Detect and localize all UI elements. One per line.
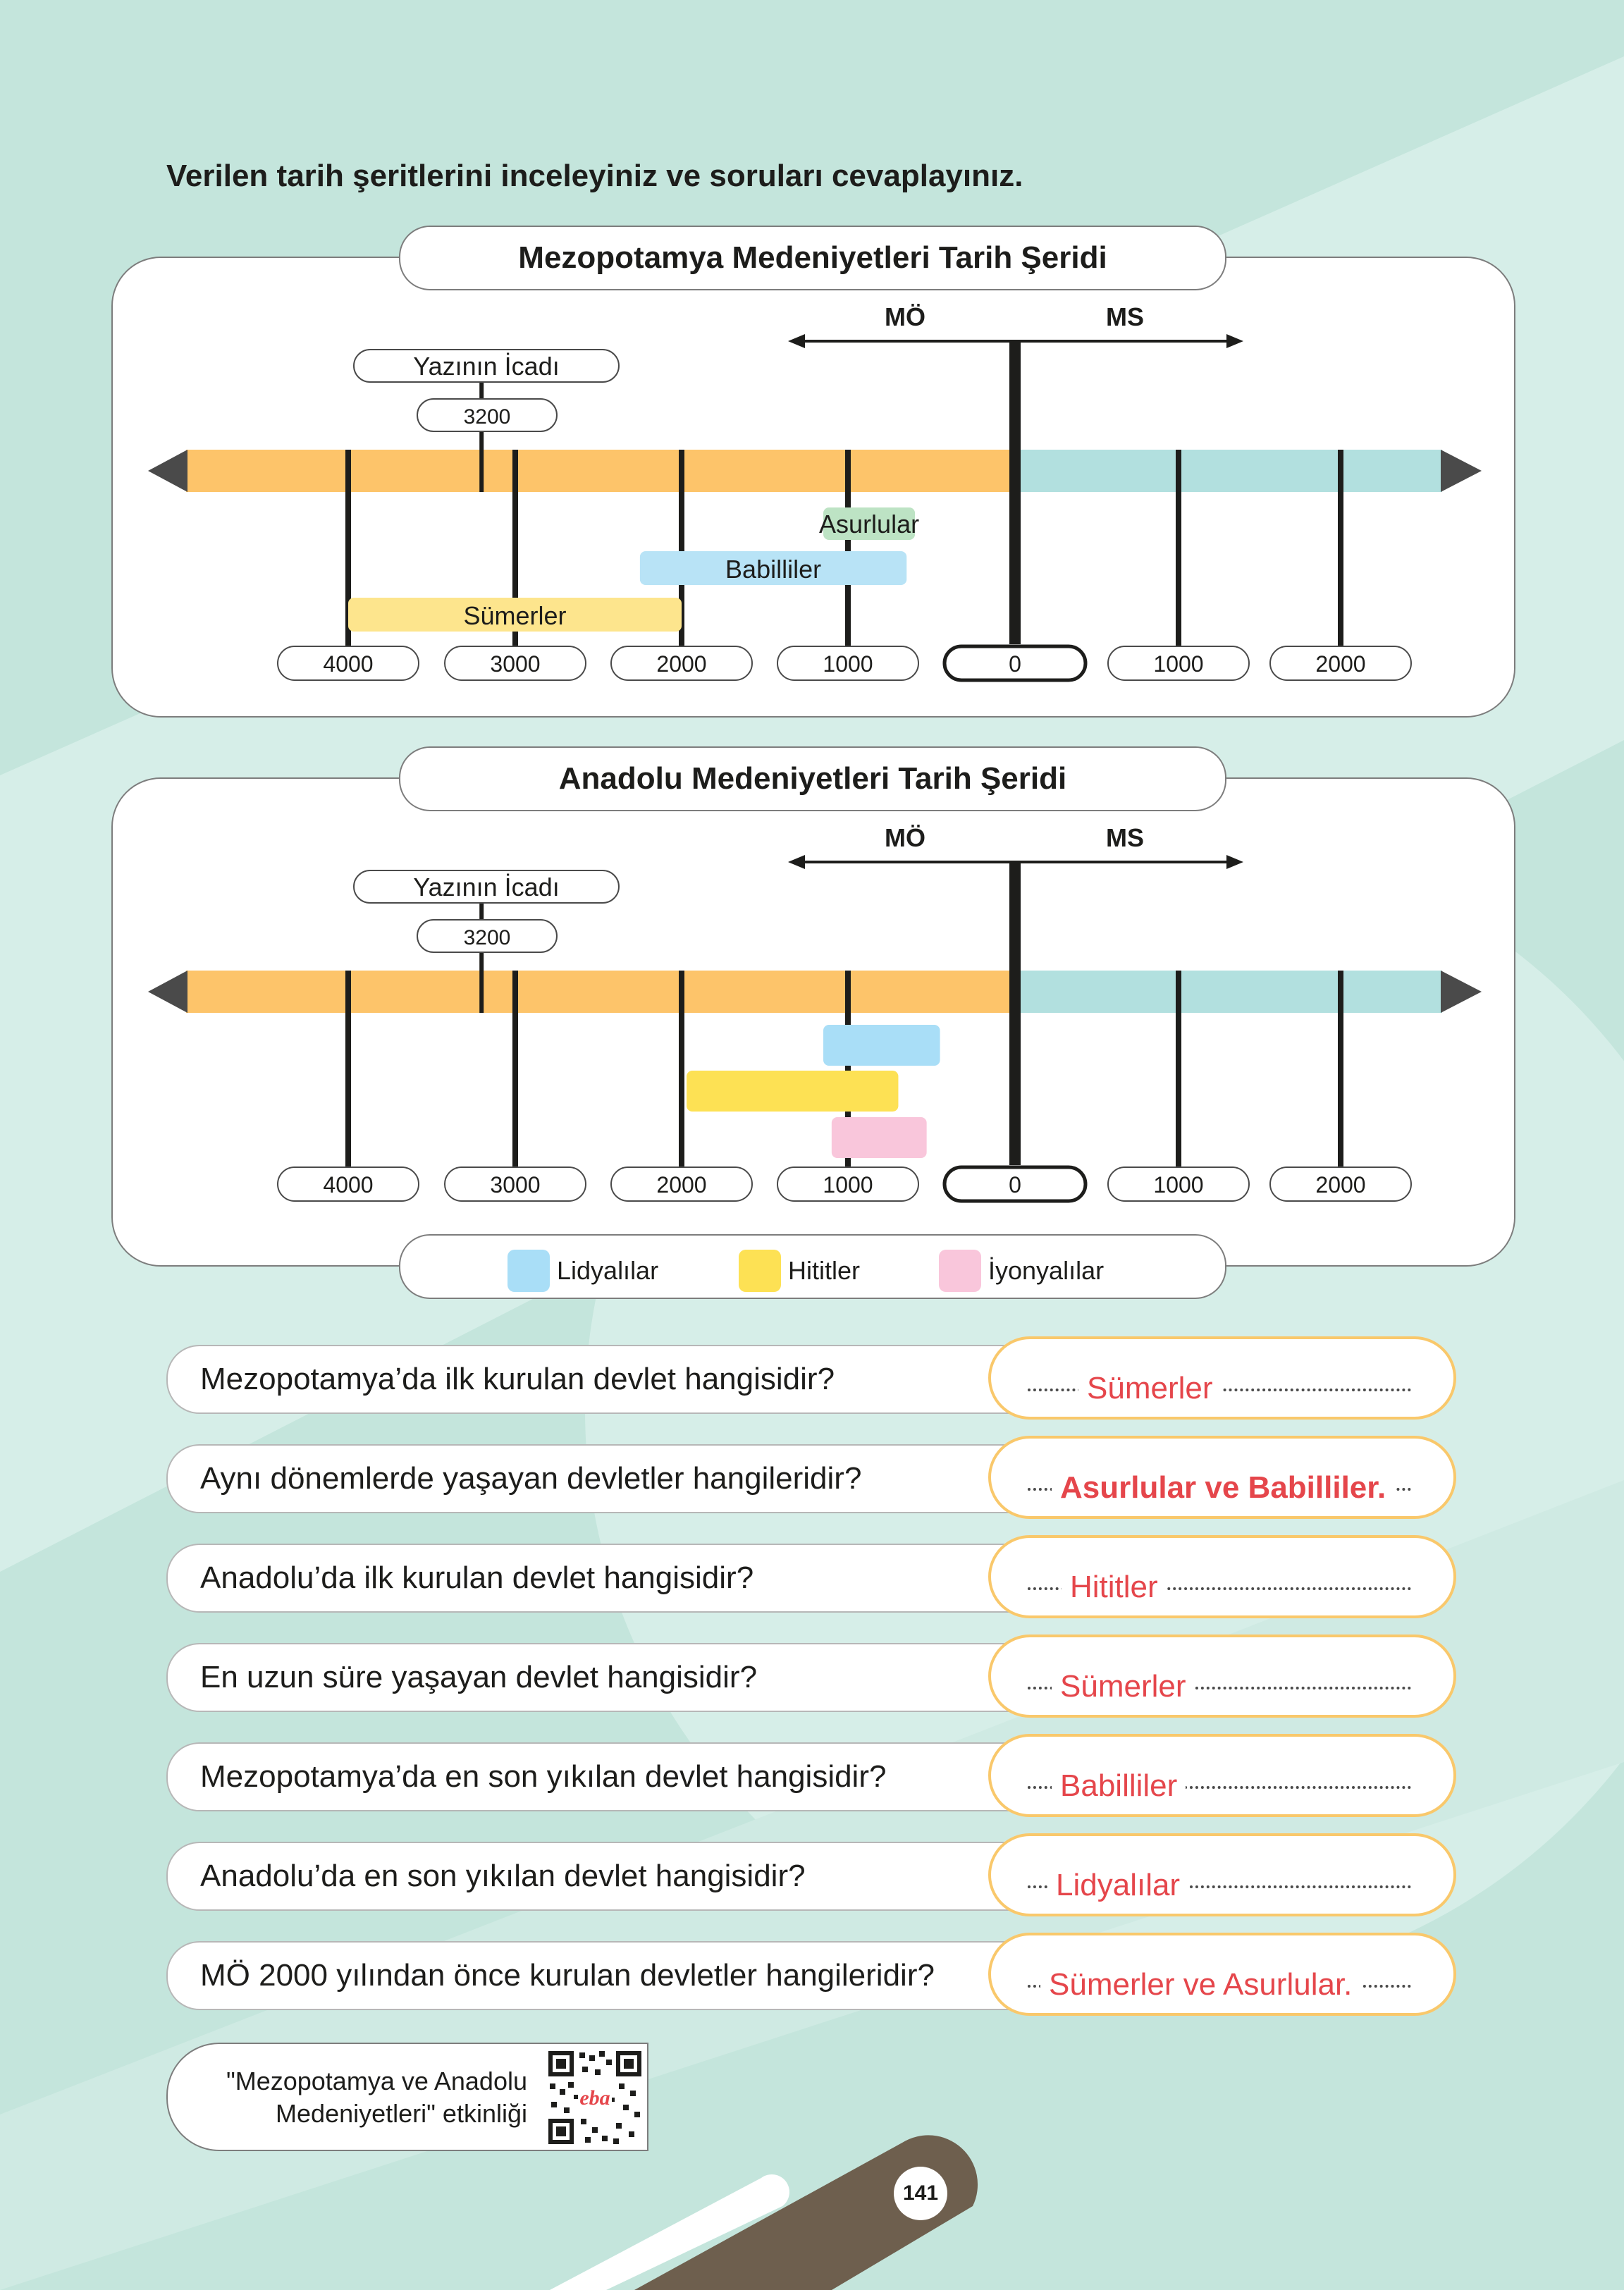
- timeline-panel-mesopotamia: [111, 257, 1515, 718]
- timeline-title-mesopotamia: Mezopotamya Medeniyetleri Tarih Şeridi: [399, 226, 1226, 290]
- qr-code-icon[interactable]: eba: [546, 2048, 644, 2147]
- answer-text: Babilliler: [1052, 1765, 1186, 1807]
- answer-field[interactable]: Lidyalılar: [988, 1833, 1456, 1916]
- answer-field[interactable]: Asurlular ve Babilliler.: [988, 1436, 1456, 1519]
- legend: Lidyalılar Hititler İyonyalılar: [399, 1234, 1226, 1299]
- question-text: Anadolu’da en son yıkılan devlet hangisi…: [200, 1859, 806, 1893]
- question-row: En uzun süre yaşayan devlet hangisidir? …: [166, 1635, 1456, 1718]
- legend-swatch: [739, 1250, 781, 1292]
- legend-item-iyonyalilar: İyonyalılar: [939, 1250, 1104, 1292]
- question-text: Mezopotamya’da en son yıkılan devlet han…: [200, 1759, 887, 1794]
- answer-dotted-line: [1028, 1687, 1411, 1689]
- timeline-title-anatolia: Anadolu Medeniyetleri Tarih Şeridi: [399, 746, 1226, 811]
- question-box: [166, 1444, 1050, 1513]
- question-text: MÖ 2000 yılından önce kurulan devletler …: [200, 1958, 935, 1993]
- answer-field[interactable]: Hititler: [988, 1535, 1456, 1618]
- instruction-text: Verilen tarih şeritlerini inceleyiniz ve…: [166, 159, 1023, 193]
- legend-swatch: [939, 1250, 981, 1292]
- answer-text: Sümerler ve Asurlular.: [1040, 1964, 1361, 2006]
- question-box: [166, 1842, 1050, 1911]
- answer-field[interactable]: Sümerler: [988, 1336, 1456, 1420]
- answer-field[interactable]: Sümerler ve Asurlular.: [988, 1933, 1456, 2016]
- legend-item-hititler: Hititler: [739, 1250, 860, 1292]
- question-box: [166, 1643, 1050, 1712]
- question-box: [166, 1742, 1050, 1811]
- activity-line-1: "Mezopotamya ve Anadolu: [226, 2067, 527, 2095]
- answer-text: Lidyalılar: [1047, 1864, 1189, 1907]
- activity-text: "Mezopotamya ve Anadolu Medeniyetleri" e…: [196, 2065, 527, 2130]
- question-text: Aynı dönemlerde yaşayan devletler hangil…: [200, 1461, 862, 1496]
- answer-dotted-line: [1028, 1885, 1411, 1888]
- question-row: Aynı dönemlerde yaşayan devletler hangil…: [166, 1436, 1456, 1519]
- activity-box[interactable]: "Mezopotamya ve Anadolu Medeniyetleri" e…: [166, 2043, 648, 2151]
- answer-text: Hititler: [1062, 1566, 1167, 1608]
- page-number: 141: [894, 2167, 947, 2220]
- answer-text: Sümerler: [1052, 1666, 1195, 1708]
- question-text: En uzun süre yaşayan devlet hangisidir?: [200, 1660, 758, 1694]
- question-text: Anadolu’da ilk kurulan devlet hangisidir…: [200, 1560, 754, 1595]
- activity-line-2: Medeniyetleri" etkinliği: [276, 2099, 527, 2128]
- question-box: [166, 1345, 1050, 1414]
- qr-logo-text: eba: [579, 2086, 610, 2110]
- answer-text: Asurlular ve Babilliler.: [1052, 1467, 1395, 1509]
- legend-label: İyonyalılar: [988, 1256, 1105, 1285]
- timeline-panel-anatolia: [111, 777, 1515, 1267]
- question-row: Anadolu’da ilk kurulan devlet hangisidir…: [166, 1535, 1456, 1618]
- question-text: Mezopotamya’da ilk kurulan devlet hangis…: [200, 1362, 835, 1396]
- answer-field[interactable]: Babilliler: [988, 1734, 1456, 1817]
- question-row: Mezopotamya’da ilk kurulan devlet hangis…: [166, 1336, 1456, 1420]
- question-row: MÖ 2000 yılından önce kurulan devletler …: [166, 1933, 1456, 2016]
- question-row: Mezopotamya’da en son yıkılan devlet han…: [166, 1734, 1456, 1817]
- answer-text: Sümerler: [1078, 1367, 1222, 1410]
- legend-label: Hititler: [788, 1256, 861, 1285]
- answer-dotted-line: [1028, 1587, 1411, 1590]
- question-box: [166, 1544, 1050, 1613]
- legend-swatch: [508, 1250, 550, 1292]
- legend-item-lidyalilar: Lidyalılar: [508, 1250, 658, 1292]
- question-row: Anadolu’da en son yıkılan devlet hangisi…: [166, 1833, 1456, 1916]
- answer-dotted-line: [1028, 1786, 1411, 1789]
- legend-label: Lidyalılar: [557, 1256, 659, 1285]
- answer-field[interactable]: Sümerler: [988, 1635, 1456, 1718]
